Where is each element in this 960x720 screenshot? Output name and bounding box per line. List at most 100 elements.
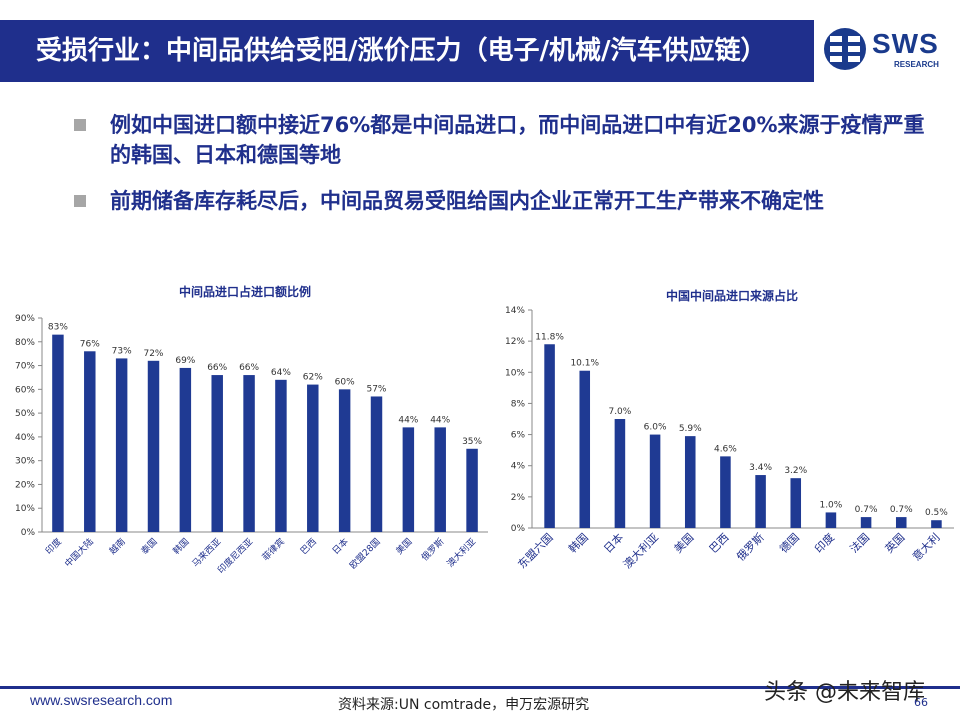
x-category-label: 澳大利亚 bbox=[620, 530, 661, 571]
x-category-label: 泰国 bbox=[138, 536, 159, 557]
bar bbox=[931, 520, 942, 528]
bar-value-label: 6.0% bbox=[644, 423, 667, 433]
x-category-label: 俄罗斯 bbox=[734, 531, 767, 564]
bullet-text: 例如中国进口额中接近76%都是中间品进口，而中间品进口中有近20%来源于疫情严重… bbox=[110, 113, 925, 167]
bullet-text: 前期储备库存耗尽后，中间品贸易受阻给国内企业正常开工生产带来不确定性 bbox=[110, 189, 824, 213]
header: 受损行业：中间品供给受阻/涨价压力（电子/机械/汽车供应链） SWS RESEA… bbox=[0, 0, 960, 100]
bar-value-label: 35% bbox=[462, 437, 482, 447]
x-category-label: 意大利 bbox=[909, 530, 942, 563]
bar-value-label: 3.4% bbox=[749, 463, 772, 473]
chart-title: 中间品进口占进口额比例 bbox=[179, 284, 311, 299]
x-category-label: 日本 bbox=[330, 536, 351, 557]
bar-value-label: 0.7% bbox=[890, 505, 913, 515]
x-category-label: 越南 bbox=[107, 536, 128, 557]
y-tick-label: 10% bbox=[505, 368, 525, 378]
y-tick-label: 4% bbox=[511, 462, 526, 472]
bar bbox=[147, 360, 160, 532]
x-category-label: 菲律宾 bbox=[259, 536, 287, 564]
bar-value-label: 69% bbox=[175, 356, 195, 366]
bar-value-label: 76% bbox=[80, 339, 100, 349]
bar-value-label: 1.0% bbox=[819, 500, 842, 510]
bar bbox=[649, 434, 661, 528]
x-category-label: 德国 bbox=[776, 530, 801, 555]
bar bbox=[211, 375, 223, 532]
bar-value-label: 0.7% bbox=[855, 505, 878, 515]
bar bbox=[579, 370, 591, 528]
bar bbox=[338, 389, 351, 532]
x-category-label: 欧盟28国 bbox=[347, 536, 383, 572]
x-category-label: 英国 bbox=[882, 530, 907, 555]
bar bbox=[720, 456, 731, 528]
watermark: 头条 @未来智库 bbox=[764, 680, 925, 705]
y-tick-label: 60% bbox=[15, 385, 35, 395]
y-tick-label: 12% bbox=[505, 337, 525, 347]
x-category-label: 美国 bbox=[672, 531, 697, 556]
logo-subtext: RESEARCH bbox=[894, 60, 939, 69]
bar bbox=[895, 517, 907, 528]
bar bbox=[402, 427, 415, 532]
y-tick-label: 80% bbox=[15, 338, 35, 348]
y-tick-label: 70% bbox=[15, 362, 35, 372]
bar-value-label: 60% bbox=[335, 377, 355, 387]
bar-value-label: 5.9% bbox=[679, 424, 702, 434]
bar-value-label: 72% bbox=[143, 349, 163, 359]
bar-value-label: 62% bbox=[303, 373, 323, 383]
footer-source: 资料来源:UN comtrade，申万宏源研究 bbox=[338, 697, 590, 713]
x-category-label: 印度尼西亚 bbox=[215, 536, 255, 576]
bullet-item: 前期储备库存耗尽后，中间品贸易受阻给国内企业正常开工生产带来不确定性 bbox=[74, 186, 934, 216]
bar bbox=[370, 396, 383, 532]
y-tick-label: 14% bbox=[505, 306, 525, 316]
footer-divider bbox=[0, 686, 960, 689]
bar bbox=[544, 344, 555, 528]
bar bbox=[84, 351, 96, 532]
bar bbox=[755, 475, 766, 528]
bullet-list: 例如中国进口额中接近76%都是中间品进口，而中间品进口中有近20%来源于疫情严重… bbox=[74, 110, 934, 232]
y-tick-label: 90% bbox=[15, 314, 35, 324]
x-category-label: 韩国 bbox=[565, 530, 590, 555]
y-tick-label: 0% bbox=[511, 524, 526, 534]
x-category-label: 澳大利亚 bbox=[444, 536, 478, 570]
y-tick-label: 8% bbox=[511, 399, 526, 409]
bar bbox=[275, 379, 287, 532]
bar-value-label: 3.2% bbox=[784, 466, 807, 476]
header-bar bbox=[0, 20, 814, 82]
x-category-label: 美国 bbox=[393, 536, 414, 557]
page-number: 66 bbox=[914, 696, 928, 709]
x-category-label: 中国大陆 bbox=[62, 536, 96, 570]
bar-value-label: 0.5% bbox=[925, 508, 948, 518]
bar bbox=[434, 427, 446, 532]
bar-value-label: 73% bbox=[112, 346, 132, 356]
bar-value-label: 57% bbox=[366, 384, 386, 394]
bar-value-label: 66% bbox=[207, 363, 227, 373]
bar bbox=[466, 448, 478, 532]
bar-value-label: 4.6% bbox=[714, 444, 737, 454]
bar bbox=[790, 478, 802, 528]
bar-value-label: 7.0% bbox=[608, 407, 631, 417]
sws-logo-icon bbox=[824, 28, 866, 70]
bullet-item: 例如中国进口额中接近76%都是中间品进口，而中间品进口中有近20%来源于疫情严重… bbox=[74, 110, 934, 170]
x-category-label: 俄罗斯 bbox=[419, 536, 447, 564]
bar bbox=[52, 334, 64, 532]
bar bbox=[115, 358, 128, 532]
chart-intermediate-share: 中间品进口占进口额比例 0% 10% 20% 30% 40% 50% 60% 70% 80% 90%… bbox=[15, 284, 488, 576]
bar bbox=[614, 419, 626, 528]
bar bbox=[179, 367, 192, 532]
bar-value-label: 64% bbox=[271, 368, 291, 378]
bullet-square-icon bbox=[74, 195, 86, 207]
x-category-label: 马来西亚 bbox=[190, 536, 223, 569]
y-tick-label: 20% bbox=[15, 480, 35, 490]
bar-value-label: 10.1% bbox=[570, 359, 599, 369]
bar bbox=[684, 436, 696, 528]
y-tick-label: 2% bbox=[511, 493, 526, 503]
page-title: 受损行业：中间品供给受阻/涨价压力（电子/机械/汽车供应链） bbox=[36, 36, 767, 66]
y-tick-label: 50% bbox=[15, 409, 35, 419]
y-tick-label: 40% bbox=[15, 433, 35, 443]
y-tick-label: 30% bbox=[15, 457, 35, 467]
x-category-label: 巴西 bbox=[298, 536, 319, 557]
bar-value-label: 44% bbox=[430, 415, 450, 425]
bar-value-label: 44% bbox=[398, 415, 418, 425]
bar bbox=[307, 384, 319, 532]
x-category-label: 印度 bbox=[43, 536, 64, 557]
bullet-square-icon bbox=[74, 119, 86, 131]
x-category-label: 法国 bbox=[847, 530, 872, 555]
